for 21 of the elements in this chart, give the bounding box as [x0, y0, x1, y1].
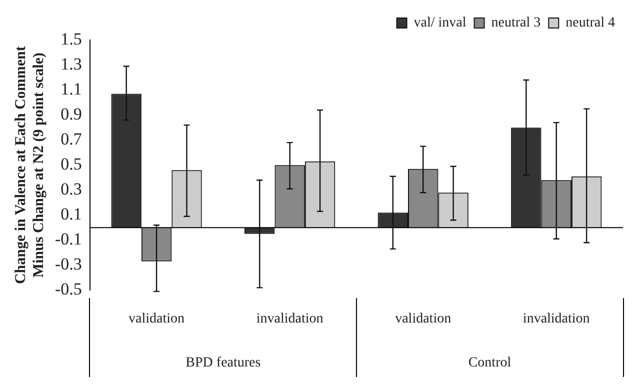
legend-label: val/ inval: [414, 16, 466, 31]
x-tick-label: invalidation: [522, 311, 590, 326]
x-tick-label: validation: [395, 311, 452, 326]
y-tick-label: -0.5: [54, 280, 82, 299]
x-tick-label: invalidation: [256, 311, 324, 326]
y-tick-label: 0.9: [60, 104, 82, 124]
y-tick-label: 1.5: [60, 29, 82, 48]
y-tick-label: -0.1: [54, 230, 82, 249]
y-tick-label: 1.1: [60, 80, 82, 99]
y-tick-label: 0.1: [60, 204, 82, 224]
text: Control: [468, 356, 512, 371]
legend-label: neutral 4: [566, 16, 616, 31]
y-tick-label: 0.5: [60, 154, 82, 174]
text: BPD features: [186, 356, 261, 371]
y-tick-label: 1.3: [60, 54, 82, 74]
y-axis-title: Change in Valence at Each Comment Minus Change at N2 (9 point scale): [12, 46, 47, 284]
legend-label: neutral 3: [491, 16, 541, 31]
y-tick-label: 0.7: [60, 130, 82, 149]
y-tick-label: 0.3: [60, 180, 82, 199]
x-tick-label: validation: [128, 311, 185, 326]
y-tick-label: -0.3: [54, 254, 82, 274]
